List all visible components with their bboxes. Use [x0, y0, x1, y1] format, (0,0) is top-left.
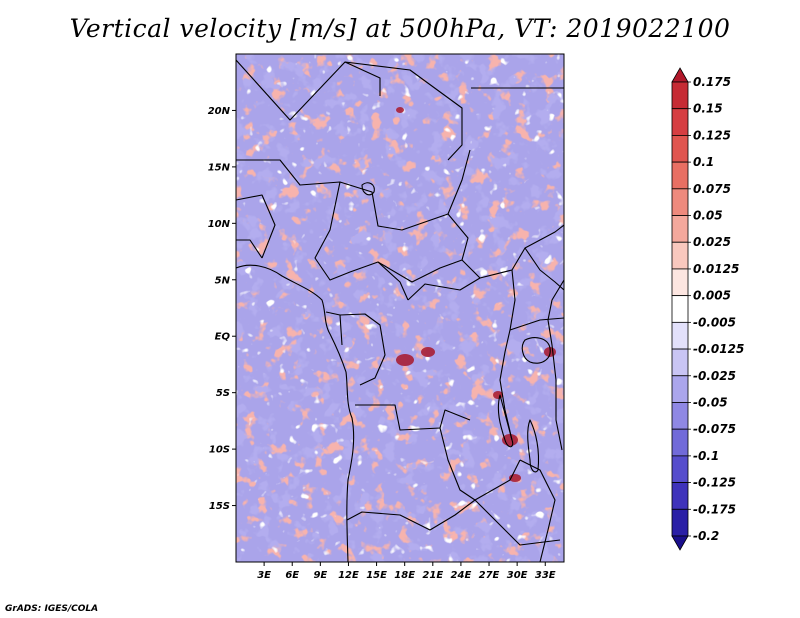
colorbar-swatch [671, 295, 689, 323]
colorbar-swatch [671, 268, 689, 297]
map-title: Vertical velocity [m/s] at 500hPa, VT: 2… [69, 14, 731, 43]
lon-tick-label: 33E [535, 570, 556, 581]
lat-tick-label: EQ [215, 332, 231, 343]
colorbar-label: -0.175 [693, 502, 736, 516]
coast-east [547, 279, 564, 451]
colorbar-swatch [671, 188, 689, 216]
colorbar-swatch [671, 375, 689, 403]
border-angola-south [346, 499, 476, 531]
colorbar-label: 0.05 [693, 209, 723, 223]
border-nigeria [236, 194, 276, 259]
colorbar-label: 0.15 [693, 102, 723, 116]
colorbar-swatch [671, 508, 689, 537]
colorbar-label: 0.125 [693, 128, 731, 142]
lon-tick-label: 27E [479, 570, 500, 581]
colorbar-label: 0.0125 [693, 262, 739, 276]
colorbar-swatch [671, 241, 689, 270]
colorbar-label: -0.125 [693, 476, 736, 490]
colorbar-swatch [671, 108, 689, 136]
lon-tick-label: 18E [394, 570, 415, 581]
border-east-africa [524, 247, 564, 291]
colorbar-swatch [671, 67, 689, 83]
latitude-axis: 20N 15N 10N 5N EQ 5S 10S 15S [208, 106, 236, 512]
lat-tick-label: 15S [209, 501, 230, 512]
border-cameroon [314, 181, 409, 301]
colorbar-label: 0.075 [693, 182, 731, 196]
border-west-small [236, 239, 263, 259]
colorbar-swatch [671, 402, 689, 430]
colorbar-label: -0.075 [693, 422, 736, 436]
lat-tick-label: 10S [209, 445, 230, 456]
border-gabon [325, 311, 343, 346]
colorbar-swatch [671, 428, 689, 457]
lake-tanganyika [497, 394, 514, 448]
colorbar: 0.175 0.15 0.125 0.1 0.075 0.05 0.025 0.0125 0.0… [671, 67, 744, 551]
colorbar-swatch [671, 535, 689, 551]
border-congo [339, 313, 386, 386]
border-car [377, 259, 463, 283]
lon-tick-label: 12E [338, 570, 359, 581]
lon-tick-label: 15E [366, 570, 387, 581]
lon-tick-label: 3E [257, 570, 271, 581]
lat-tick-label: 20N [208, 106, 231, 117]
lake-malawi [527, 419, 540, 473]
border-sahel [236, 149, 471, 231]
map-frame [235, 53, 565, 563]
colorbar-swatch [671, 81, 689, 110]
colorbar-label: -0.025 [693, 369, 736, 383]
colorbar-swatch [671, 482, 689, 510]
border-chad-sudan [447, 213, 564, 279]
colorbar-swatch [671, 161, 689, 190]
border-tanzania [509, 317, 564, 331]
lat-tick-label: 10N [208, 219, 231, 230]
lon-tick-label: 30E [507, 570, 528, 581]
lon-tick-label: 21E [422, 570, 443, 581]
colorbar-label: -0.1 [693, 449, 719, 463]
colorbar-label: 0.005 [693, 289, 731, 303]
border-mozambique [519, 459, 556, 562]
border-southern [474, 499, 561, 546]
colorbar-label: 0.025 [693, 235, 731, 249]
lat-tick-label: 5S [216, 388, 230, 399]
colorbar-swatch [671, 455, 689, 483]
colorbar-label: 0.1 [693, 155, 714, 169]
grads-credit: GrADS: IGES/COLA [5, 604, 99, 614]
lon-tick-label: 9E [313, 570, 327, 581]
vertical-velocity-field [236, 54, 564, 562]
colorbar-swatch [671, 348, 689, 377]
lake-chad [361, 182, 375, 196]
colorbar-swatch [671, 215, 689, 243]
longitude-axis: 3E 6E 9E 12E 15E 18E 21E 24E 27E 30E 33E [257, 562, 556, 581]
colorbar-swatch [671, 321, 689, 350]
border-drc-east [499, 269, 516, 441]
border-zambia [439, 427, 521, 501]
border-north-2 [344, 61, 463, 161]
colorbar-label: -0.0125 [693, 342, 744, 356]
lon-tick-label: 24E [451, 570, 472, 581]
colorbar-label: -0.005 [693, 315, 736, 329]
coastline-west [236, 264, 355, 562]
colorbar-swatch [671, 135, 689, 163]
lat-tick-label: 15N [208, 162, 231, 173]
border-angola-north [355, 404, 471, 431]
border-drc-north [407, 277, 481, 301]
lon-tick-label: 6E [285, 570, 299, 581]
lat-tick-label: 5N [215, 275, 231, 286]
colorbar-label: 0.175 [693, 75, 731, 89]
colorbar-label: -0.2 [693, 529, 719, 543]
lake-victoria [521, 337, 551, 364]
country-borders [236, 59, 564, 562]
colorbar-label: -0.05 [693, 395, 728, 409]
